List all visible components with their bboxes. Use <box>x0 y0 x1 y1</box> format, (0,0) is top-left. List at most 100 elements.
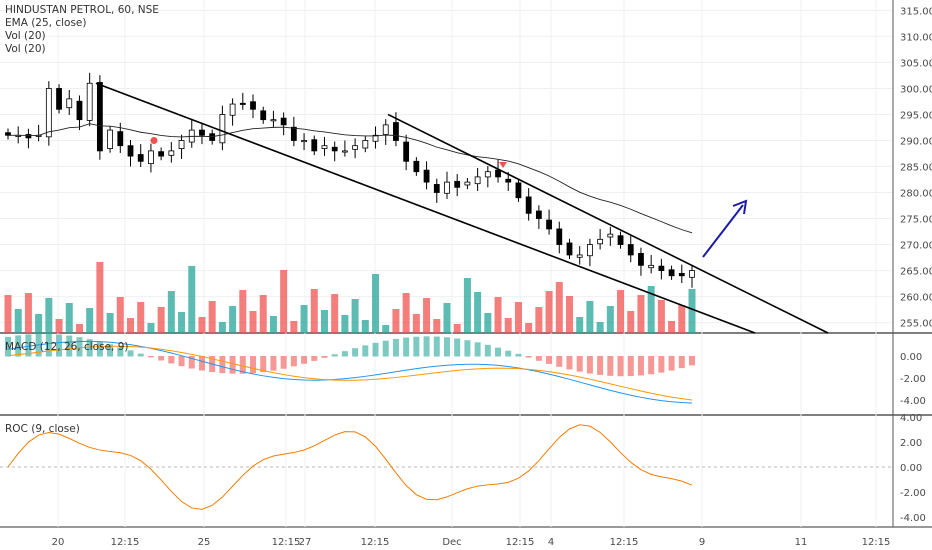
volume-bar <box>617 290 625 333</box>
volume-bar <box>484 313 492 333</box>
candle <box>444 181 450 194</box>
volume-bar <box>249 311 257 333</box>
volume-bar <box>402 293 410 333</box>
volume-bar <box>4 295 12 333</box>
candle <box>423 169 430 183</box>
candle <box>617 235 624 245</box>
candle <box>668 269 675 277</box>
roc-tick-label: -2.00 <box>900 488 926 499</box>
volume-bar <box>423 298 431 333</box>
candle <box>127 145 134 157</box>
macd-histogram-bar <box>117 347 124 357</box>
candle <box>86 82 93 121</box>
candle <box>260 110 267 121</box>
macd-histogram-bar <box>56 334 63 357</box>
macd-histogram-bar <box>260 356 267 373</box>
volume-bar <box>555 282 563 333</box>
price-tick-label: 285.00 <box>900 163 932 174</box>
volume-bar <box>596 322 604 333</box>
macd-tick-label: -4.00 <box>900 396 926 407</box>
candle <box>566 242 573 256</box>
price-tick-label: 275.00 <box>900 215 932 226</box>
price-tick-label: 260.00 <box>900 293 932 304</box>
symbol-title: HINDUSTAN PETROL, 60, NSE <box>5 4 159 16</box>
volume-bar <box>688 289 696 333</box>
volume-bar <box>443 303 451 333</box>
time-tick-label: 27 <box>299 537 312 548</box>
candle <box>597 238 604 245</box>
candle <box>454 180 461 188</box>
candle <box>76 100 83 121</box>
candle <box>382 124 389 135</box>
roc-legend[interactable]: ROC (9, close) <box>5 423 80 435</box>
macd-histogram-bar <box>443 337 450 357</box>
macd-histogram-bar <box>617 356 624 377</box>
macd-histogram-bar <box>658 356 665 373</box>
time-tick-label: 11 <box>795 537 808 548</box>
volume-bar <box>657 300 665 333</box>
candle <box>627 244 634 256</box>
volume-bar <box>678 305 686 333</box>
macd-histogram-bar <box>362 345 369 357</box>
macd-histogram-bar <box>168 356 175 364</box>
volume-bar <box>474 292 482 333</box>
time-tick-label: 12:15 <box>272 537 301 548</box>
volume-bar <box>127 318 135 333</box>
candle <box>678 273 685 277</box>
volume-bar <box>586 301 594 333</box>
candle <box>96 82 103 152</box>
indicator-vol-2[interactable]: Vol (20) <box>5 43 46 55</box>
candle <box>505 178 512 183</box>
time-tick-label: 12:15 <box>361 537 390 548</box>
macd-histogram-bar <box>637 356 644 376</box>
candle <box>311 139 318 152</box>
price-tick-label: 270.00 <box>900 241 932 252</box>
volume-bar <box>545 291 553 333</box>
volume-bar <box>14 309 22 333</box>
candle <box>535 210 542 219</box>
volume-bar <box>392 309 400 333</box>
candle <box>158 151 165 157</box>
candle <box>495 169 501 178</box>
candle <box>209 133 216 141</box>
candle <box>229 103 236 116</box>
macd-histogram-bar <box>689 356 695 366</box>
roc-tick-label: 2.00 <box>900 438 922 449</box>
volume-bar <box>463 278 471 333</box>
volume-bar <box>45 298 53 333</box>
indicator-vol-1[interactable]: Vol (20) <box>5 30 46 42</box>
macd-histogram-bar <box>392 338 399 357</box>
volume-bar <box>106 313 114 333</box>
macd-histogram-bar <box>495 347 502 357</box>
macd-histogram-bar <box>45 333 52 357</box>
candle <box>587 244 593 257</box>
macd-histogram-bar <box>107 344 114 357</box>
macd-signal-line <box>7 345 693 401</box>
volume-bar <box>86 308 94 333</box>
volume-bar <box>606 306 614 333</box>
time-tick-label: 12:15 <box>506 537 535 548</box>
volume-bar <box>290 321 298 333</box>
candle <box>474 176 481 185</box>
volume-bar <box>178 312 186 333</box>
candle <box>689 270 695 278</box>
candle <box>658 265 665 271</box>
volume-bar <box>433 319 441 333</box>
macd-histogram-bar <box>147 356 154 358</box>
roc-tick-label: -4.00 <box>900 513 926 524</box>
ema-line <box>8 123 693 234</box>
macd-histogram-bar <box>648 356 655 375</box>
indicator-ema[interactable]: EMA (25, close) <box>5 17 87 29</box>
volume-bar <box>576 317 584 333</box>
macd-histogram-bar <box>25 334 32 357</box>
macd-histogram-bar <box>270 356 277 371</box>
candle <box>321 145 328 149</box>
macd-histogram-bar <box>5 336 11 357</box>
macd-legend[interactable]: MACD (12, 26, close, 9) <box>5 341 129 353</box>
price-tick-label: 305.00 <box>900 58 932 69</box>
roc-tick-label: 4.00 <box>900 413 922 424</box>
candle <box>199 129 205 136</box>
volume-bar <box>627 311 635 333</box>
volume-bar <box>351 299 359 333</box>
